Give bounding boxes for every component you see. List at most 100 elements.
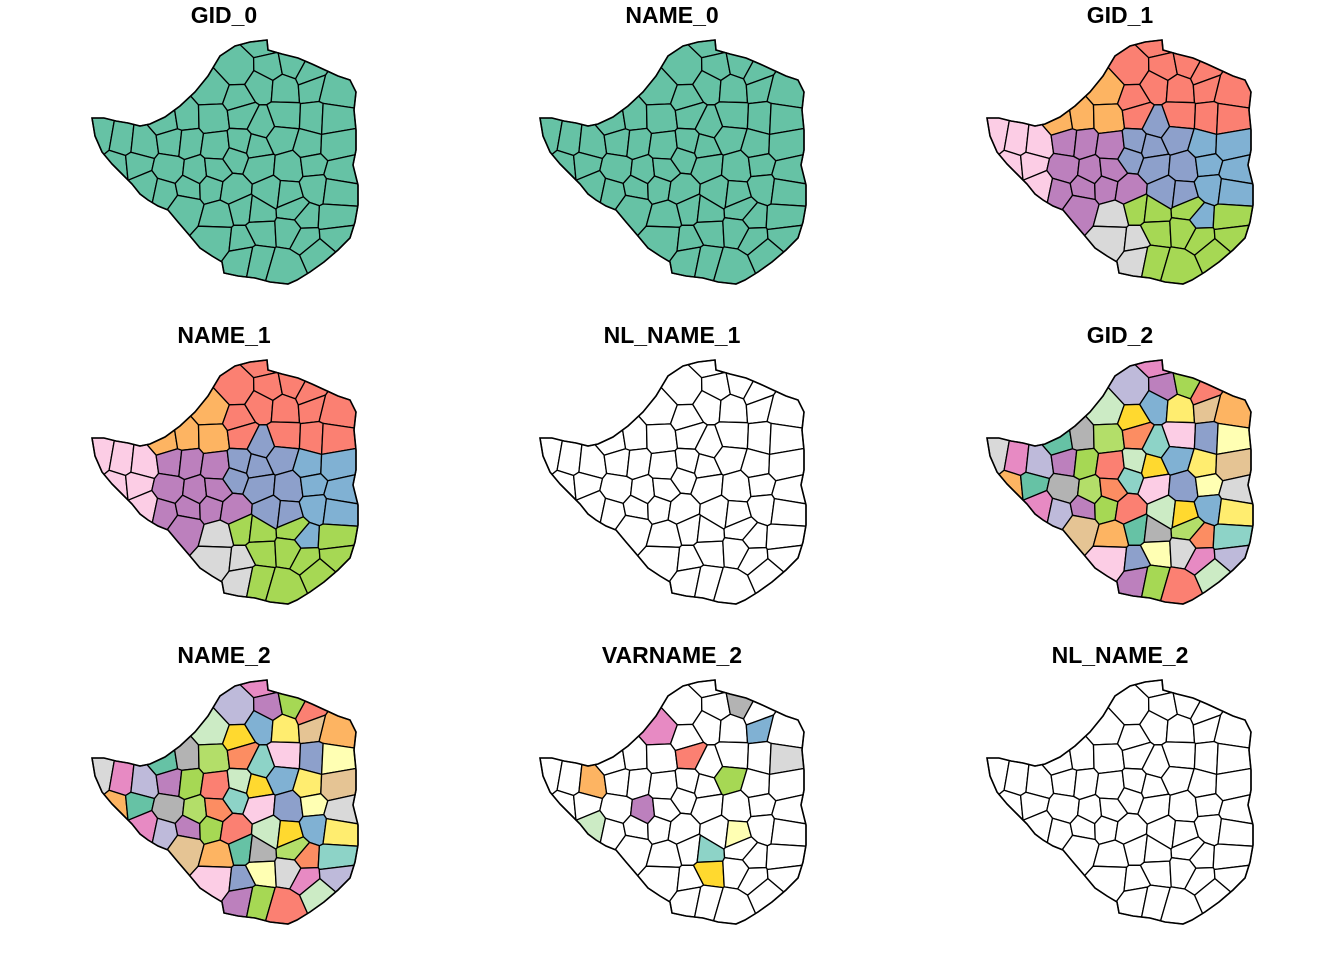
district-polygon	[197, 743, 231, 775]
choropleth-map	[539, 679, 807, 925]
panel-title: NL_NAME_1	[603, 322, 741, 348]
district-polygon	[1165, 713, 1196, 744]
district-polygon	[272, 149, 304, 183]
district-polygon	[645, 743, 679, 775]
district-polygon	[173, 735, 200, 771]
country-border	[986, 679, 1254, 925]
district-polygon	[770, 497, 807, 527]
district-polygon	[718, 713, 749, 744]
district-polygon	[645, 103, 679, 135]
district-polygon	[1167, 789, 1199, 823]
district-polygon	[770, 817, 807, 847]
district-polygon	[322, 177, 359, 207]
district-polygon	[1213, 390, 1252, 429]
district-polygon	[1092, 103, 1126, 135]
panel-title: VARNAME_2	[601, 642, 743, 668]
district-polygon	[1213, 710, 1252, 749]
district-polygon	[197, 103, 231, 135]
district-polygon	[1217, 817, 1254, 847]
map-panel: NAME_1	[0, 320, 448, 640]
panel-title: NL_NAME_2	[1051, 642, 1189, 668]
district-polygon	[621, 415, 648, 451]
district-polygon	[1217, 177, 1254, 207]
choropleth-map	[91, 679, 359, 925]
district-polygon	[108, 439, 135, 477]
district-polygon	[718, 73, 749, 104]
district-polygon	[1092, 743, 1126, 775]
district-polygon	[173, 415, 200, 451]
district-polygon	[1068, 415, 1095, 451]
district-polygon	[318, 710, 357, 749]
district-polygon	[718, 393, 749, 424]
district-polygon	[770, 177, 807, 207]
district-polygon	[173, 95, 200, 131]
country-border	[539, 39, 807, 285]
choropleth-map	[91, 359, 359, 605]
panel-title: GID_0	[190, 2, 258, 28]
map-panel: NL_NAME_1	[448, 320, 896, 640]
district-polygon	[1003, 119, 1030, 157]
district-polygon	[322, 817, 359, 847]
map-panel: GID_2	[896, 320, 1344, 640]
map-panel: NL_NAME_2	[896, 640, 1344, 960]
district-polygon	[766, 390, 805, 429]
district-polygon	[270, 73, 301, 104]
map-panel: VARNAME_2	[448, 640, 896, 960]
district-polygon	[322, 497, 359, 527]
district-polygon	[197, 423, 231, 455]
country-border	[91, 39, 359, 285]
panel-title: GID_2	[1086, 322, 1154, 348]
choropleth-map	[539, 39, 807, 285]
panel-title: NAME_2	[177, 642, 271, 668]
choropleth-map	[91, 39, 359, 285]
district-polygon	[270, 713, 301, 744]
country-border	[91, 359, 359, 605]
choropleth-map	[539, 359, 807, 605]
district-polygon	[1003, 759, 1030, 797]
district-polygon	[556, 439, 583, 477]
district-polygon	[1068, 95, 1095, 131]
district-polygon	[645, 423, 679, 455]
district-polygon	[1068, 735, 1095, 771]
country-border	[986, 359, 1254, 605]
map-panel: NAME_0	[448, 0, 896, 320]
district-polygon	[766, 70, 805, 109]
district-polygon	[556, 119, 583, 157]
district-polygon	[108, 759, 135, 797]
map-panel: NAME_2	[0, 640, 448, 960]
district-polygon	[318, 390, 357, 429]
district-polygon	[272, 469, 304, 503]
district-polygon	[556, 759, 583, 797]
district-polygon	[318, 70, 357, 109]
district-polygon	[1217, 497, 1254, 527]
district-polygon	[1092, 423, 1126, 455]
choropleth-map	[986, 39, 1254, 285]
district-polygon	[720, 149, 752, 183]
district-polygon	[766, 710, 805, 749]
district-polygon	[108, 119, 135, 157]
district-polygon	[1213, 70, 1252, 109]
district-polygon	[1167, 149, 1199, 183]
map-panel: GID_1	[896, 0, 1344, 320]
country-border	[986, 39, 1254, 285]
district-polygon	[720, 469, 752, 503]
country-border	[91, 679, 359, 925]
panel-title: NAME_1	[177, 322, 271, 348]
choropleth-map	[986, 359, 1254, 605]
panel-title: GID_1	[1086, 2, 1154, 28]
district-polygon	[272, 789, 304, 823]
panel-title: NAME_0	[625, 2, 719, 28]
country-border	[539, 359, 807, 605]
district-polygon	[720, 789, 752, 823]
district-polygon	[621, 735, 648, 771]
district-polygon	[1003, 439, 1030, 477]
district-polygon	[1165, 73, 1196, 104]
district-polygon	[1165, 393, 1196, 424]
district-polygon	[1167, 469, 1199, 503]
district-polygon	[270, 393, 301, 424]
country-border	[539, 679, 807, 925]
choropleth-map	[986, 679, 1254, 925]
map-panel: GID_0	[0, 0, 448, 320]
district-polygon	[621, 95, 648, 131]
